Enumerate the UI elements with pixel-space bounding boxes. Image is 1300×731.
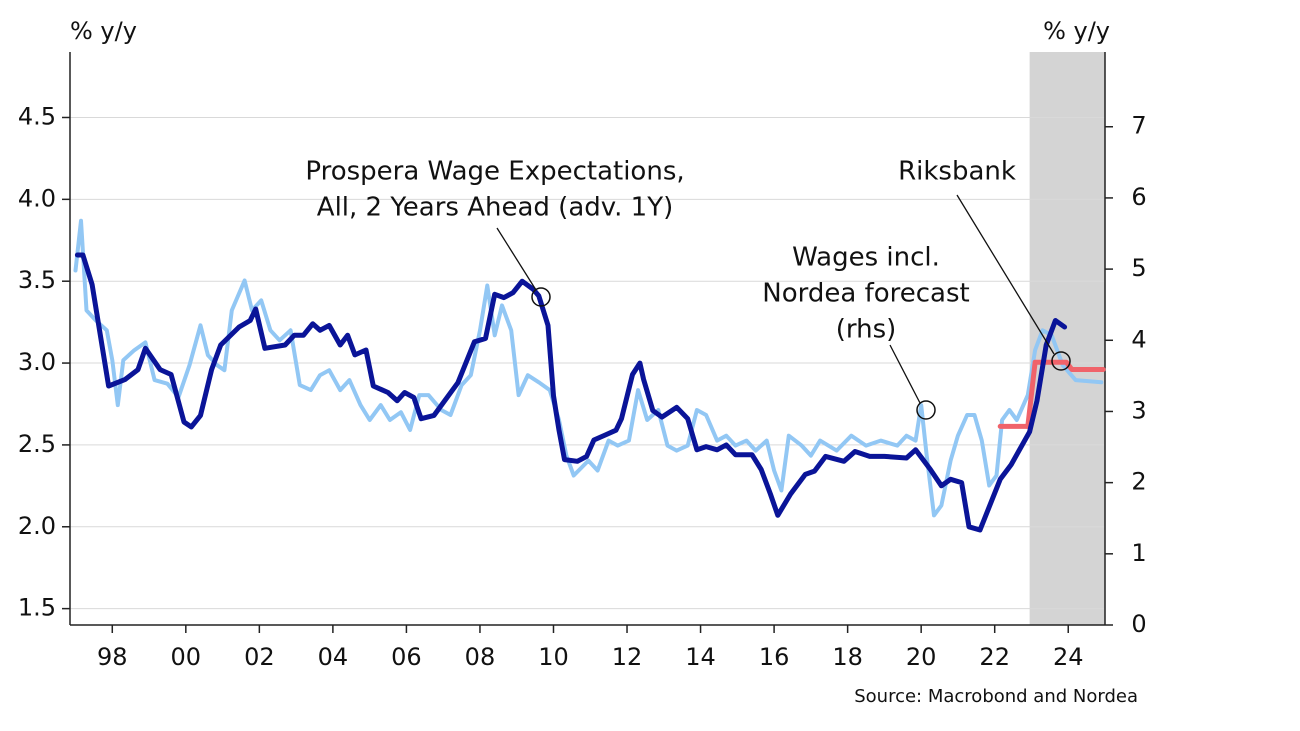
- y-tick-label: 2.0: [18, 512, 56, 540]
- y-tick-label: 4.0: [18, 184, 56, 212]
- annotation-circle: [916, 400, 936, 420]
- y-tick-label: 3.5: [18, 266, 56, 294]
- source-note: Source: Macrobond and Nordea: [854, 686, 1138, 707]
- x-tick-label: 18: [832, 643, 863, 671]
- x-tick-label: 00: [171, 643, 202, 671]
- series-line: [74, 252, 1068, 533]
- annotation-text: Nordea forecast: [762, 279, 969, 309]
- y-tick-label: 1.5: [18, 594, 56, 622]
- annotation-text: Riksbank: [898, 157, 1016, 187]
- y2-tick-label: 5: [1131, 254, 1146, 282]
- forecast-shade: [1029, 52, 1105, 625]
- y-tick-label: 2.5: [18, 430, 56, 458]
- annotation-text: Prospera Wage Expectations,: [305, 157, 684, 187]
- x-tick-label: 08: [465, 643, 496, 671]
- y-axis-label: % y/y: [70, 17, 137, 45]
- x-tick-label: 16: [759, 643, 790, 671]
- annotation-text: All, 2 Years Ahead (adv. 1Y): [317, 193, 673, 223]
- x-tick-label: 04: [318, 643, 349, 671]
- annotation-circle: [1051, 351, 1071, 371]
- x-tick-label: 98: [97, 643, 128, 671]
- annotation-text: (rhs): [836, 315, 897, 345]
- x-tick-label: 24: [1053, 643, 1084, 671]
- x-tick-label: 22: [979, 643, 1010, 671]
- series-line: [997, 359, 1106, 429]
- y2-tick-label: 6: [1131, 183, 1146, 211]
- x-tick-label: 20: [906, 643, 937, 671]
- x-tick-label: 10: [538, 643, 569, 671]
- x-tick-label: 06: [391, 643, 422, 671]
- series-line: [73, 218, 1104, 518]
- y-tick-label: 4.5: [18, 102, 56, 130]
- annotation-text: Wages incl.: [792, 243, 940, 273]
- y2-tick-label: 4: [1131, 325, 1146, 353]
- y2-tick-label: 7: [1131, 112, 1146, 140]
- annotation-leader: [956, 194, 1055, 355]
- y2-axis-label: % y/y: [1043, 17, 1110, 45]
- x-tick-label: 14: [685, 643, 716, 671]
- annotation-leader: [496, 227, 537, 291]
- x-tick-label: 12: [612, 643, 643, 671]
- x-tick-label: 02: [244, 643, 275, 671]
- y2-tick-label: 2: [1131, 468, 1146, 496]
- y2-tick-label: 1: [1131, 539, 1146, 567]
- y2-tick-label: 0: [1131, 610, 1146, 638]
- y2-tick-label: 3: [1131, 396, 1146, 424]
- y-tick-label: 3.0: [18, 348, 56, 376]
- annotation-leader: [889, 344, 921, 404]
- annotation-circle: [531, 287, 551, 307]
